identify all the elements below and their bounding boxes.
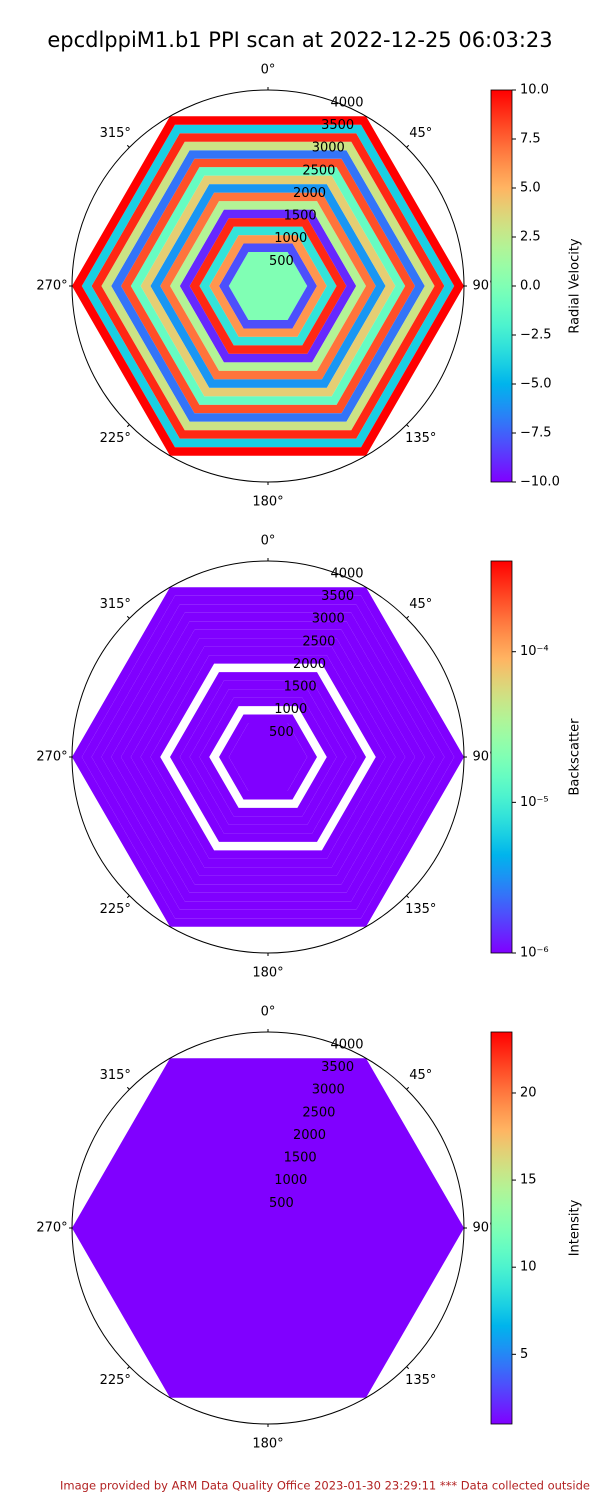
theta-tick-label: 315°	[100, 1068, 131, 1083]
r-tick-label: 4000	[330, 566, 363, 581]
theta-tick-label: 225°	[100, 1373, 131, 1388]
theta-tick	[126, 1086, 130, 1090]
theta-tick-label: 135°	[405, 431, 436, 446]
colorbar-label: Radial Velocity	[568, 238, 583, 334]
colorbar-tick-label: 15	[520, 1173, 537, 1188]
theta-tick	[406, 1086, 410, 1090]
colorbar	[490, 89, 513, 483]
figure-title: epcdlppiM1.b1 PPI scan at 2022-12-25 06:…	[47, 28, 552, 52]
r-tick-label: 500	[269, 725, 294, 740]
r-tick-label: 1500	[284, 1151, 317, 1166]
r-tick-label: 500	[269, 1196, 294, 1211]
colorbar-label: Intensity	[568, 1199, 583, 1256]
colorbar-tick-label: 10⁻⁵	[520, 795, 549, 810]
theta-tick-label: 45°	[409, 597, 432, 612]
theta-tick	[406, 615, 410, 619]
r-tick-label: 1000	[274, 1173, 307, 1188]
r-tick-label: 2500	[302, 1105, 335, 1120]
theta-tick-label: 225°	[100, 431, 131, 446]
theta-tick-label: 90°	[472, 1221, 495, 1236]
colorbar-tick-label: 10	[520, 1260, 537, 1275]
range-ring	[228, 723, 308, 791]
r-tick-label: 2500	[302, 163, 335, 178]
colorbar-tick-label: −2.5	[520, 328, 552, 343]
theta-tick-label: 315°	[100, 597, 131, 612]
theta-tick-label: 180°	[252, 966, 283, 981]
r-tick-label: 3000	[312, 1083, 345, 1098]
theta-tick-label: 0°	[261, 534, 276, 549]
theta-tick-label: 0°	[261, 63, 276, 78]
colorbar-tick-label: 10⁻⁶	[520, 946, 549, 961]
theta-tick	[126, 424, 130, 428]
theta-tick-label: 90°	[472, 279, 495, 294]
theta-tick-label: 135°	[405, 1373, 436, 1388]
colorbar-tick-label: 2.5	[520, 230, 541, 245]
theta-tick-label: 270°	[36, 750, 67, 765]
r-tick-label: 2000	[293, 186, 326, 201]
colorbar-label: Backscatter	[568, 718, 583, 796]
theta-tick	[406, 1366, 410, 1370]
theta-tick	[406, 144, 410, 148]
theta-tick-label: 270°	[36, 279, 67, 294]
colorbar-tick-label: −7.5	[520, 426, 552, 441]
r-tick-label: 2000	[293, 1128, 326, 1143]
r-tick-label: 3500	[321, 589, 354, 604]
colorbar-tick-label: 10.0	[520, 83, 549, 98]
r-tick-label: 500	[269, 254, 294, 269]
theta-tick-label: 135°	[405, 902, 436, 917]
r-tick-label: 3000	[312, 141, 345, 156]
r-tick-label: 3500	[321, 1060, 354, 1075]
range-ring	[72, 1058, 464, 1398]
theta-tick	[406, 895, 410, 899]
theta-tick	[126, 895, 130, 899]
theta-tick-label: 45°	[409, 1068, 432, 1083]
theta-tick-label: 180°	[252, 495, 283, 510]
theta-tick-label: 180°	[252, 1437, 283, 1452]
theta-tick-label: 0°	[261, 1005, 276, 1020]
r-tick-label: 1000	[274, 702, 307, 717]
r-tick-label: 3000	[312, 612, 345, 627]
range-ring	[228, 252, 308, 320]
footer: Image provided by ARM Data Quality Offic…	[60, 1479, 590, 1493]
r-tick-label: 2000	[293, 657, 326, 672]
theta-tick	[406, 424, 410, 428]
colorbar	[490, 1031, 513, 1425]
colorbar-tick-label: 10⁻⁴	[520, 644, 549, 659]
colorbar-tick-label: 5	[520, 1347, 528, 1362]
theta-tick	[126, 1366, 130, 1370]
r-tick-label: 1500	[284, 209, 317, 224]
theta-tick-label: 315°	[100, 126, 131, 141]
colorbar-tick-label: 7.5	[520, 132, 541, 147]
colorbar-tick-label: 20	[520, 1085, 537, 1100]
r-tick-label: 2500	[302, 634, 335, 649]
colorbar-tick-label: 0.0	[520, 279, 541, 294]
colorbar-tick-label: 5.0	[520, 181, 541, 196]
r-tick-label: 3500	[321, 118, 354, 133]
colorbar	[490, 560, 513, 954]
r-tick-label: 1500	[284, 680, 317, 695]
colorbar-tick-label: −10.0	[520, 475, 560, 490]
theta-tick-label: 90°	[472, 750, 495, 765]
theta-tick-label: 45°	[409, 126, 432, 141]
r-tick-label: 4000	[330, 1037, 363, 1052]
r-tick-label: 1000	[274, 231, 307, 246]
theta-tick-label: 270°	[36, 1221, 67, 1236]
theta-tick	[126, 615, 130, 619]
theta-tick	[126, 144, 130, 148]
colorbar-tick-label: −5.0	[520, 377, 552, 392]
r-tick-label: 4000	[330, 95, 363, 110]
theta-tick-label: 225°	[100, 902, 131, 917]
